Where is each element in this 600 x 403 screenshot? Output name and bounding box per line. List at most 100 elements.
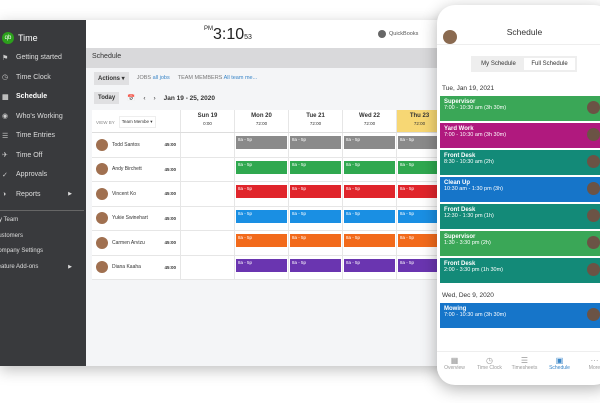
sidebar-item-schedule[interactable]: ▦ Schedule	[0, 87, 86, 107]
day-header[interactable]: Thu 23 72:00	[396, 110, 442, 132]
avatar[interactable]	[443, 30, 457, 44]
nav-more[interactable]: ··· More	[577, 356, 600, 371]
shift-card[interactable]: Front Desk 8:30 - 10:30 am (2h)	[440, 150, 600, 175]
shift-block[interactable]: 8a - 5p	[398, 258, 441, 272]
day-cell[interactable]	[180, 206, 234, 230]
shift-block[interactable]: 8a - 5p	[344, 209, 395, 223]
next-week-button[interactable]: ›	[153, 94, 156, 102]
shift-block[interactable]: 8a - 5p	[290, 160, 341, 174]
sidebar-sub-item[interactable]: Company Settings	[0, 248, 86, 264]
shift-block[interactable]: 8a - 5p	[236, 185, 287, 198]
sidebar-sub-item[interactable]: Feature Add-ons ▶	[0, 264, 86, 280]
actions-button[interactable]: Actions ▾	[94, 71, 129, 85]
shift-block[interactable]: 8a - 5p	[398, 234, 441, 247]
today-button[interactable]: Today	[94, 92, 120, 104]
shift-block[interactable]: 8a - 5p	[398, 209, 441, 223]
team-filter[interactable]: All team me...	[223, 75, 258, 81]
day-cell[interactable]: 8a - 5p	[288, 182, 342, 206]
shift-card[interactable]: Front Desk 12:30 - 1:30 pm (1h)	[440, 204, 600, 229]
day-cell[interactable]: 8a - 5p	[234, 133, 288, 157]
tab-full-schedule[interactable]: Full Schedule	[524, 58, 575, 70]
day-cell[interactable]	[180, 255, 234, 279]
day-cell[interactable]: 8a - 5p	[396, 231, 442, 255]
shift-block[interactable]: 8a - 5p	[290, 136, 341, 149]
member-cell: Yukie Swinehart 45:00	[92, 212, 180, 225]
sidebar-item-time-clock[interactable]: ◷ Time Clock	[0, 68, 86, 88]
shift-block[interactable]: 8a - 5p	[236, 234, 287, 247]
shift-block[interactable]: 8a - 5p	[236, 209, 287, 223]
shift-block[interactable]: 8a - 5p	[236, 160, 287, 174]
day-header[interactable]: Tue 21 72:00	[288, 110, 342, 132]
day-cell[interactable]: 8a - 5p	[342, 133, 396, 157]
day-cell[interactable]: 8a - 5p	[396, 206, 442, 230]
sidebar-sub-item[interactable]: My Team	[0, 217, 86, 233]
shift-block[interactable]: 8a - 5p	[344, 185, 395, 198]
day-cell[interactable]: 8a - 5p	[288, 133, 342, 157]
jobs-filter[interactable]: all jobs	[152, 75, 170, 81]
day-cell[interactable]	[180, 231, 234, 255]
app-brand: qb Time	[0, 20, 86, 48]
shift-block[interactable]: 8a - 5p	[290, 258, 341, 272]
sidebar-item-time-entries[interactable]: ☰ Time Entries	[0, 126, 86, 146]
shift-card[interactable]: Front Desk 2:00 - 3:30 pm (1h 30m)	[440, 258, 600, 283]
calendar-icon[interactable]: 📅	[127, 95, 136, 102]
shift-block[interactable]: 8a - 5p	[290, 209, 341, 223]
day-cell[interactable]	[180, 182, 234, 206]
day-header[interactable]: Sun 19 0:00	[180, 110, 234, 132]
day-cell[interactable]: 8a - 5p	[396, 182, 442, 206]
qb-logo-icon: qb	[2, 32, 14, 44]
day-cell[interactable]: 8a - 5p	[288, 231, 342, 255]
shift-block[interactable]: 8a - 5p	[398, 185, 441, 198]
nav-time-clock[interactable]: ◷ Time Clock	[472, 356, 507, 371]
day-cell[interactable]: 8a - 5p	[288, 255, 342, 279]
avatar	[96, 261, 108, 274]
shift-block[interactable]: 8a - 5p	[344, 234, 395, 247]
sidebar-item-getting-started[interactable]: ⚑ Getting started	[0, 48, 86, 68]
shift-card[interactable]: Mowing 7:00 - 10:30 am (3h 30m)	[440, 303, 600, 328]
shift-block[interactable]: 8a - 5p	[344, 160, 395, 174]
sidebar-item-time-off[interactable]: ✈ Time Off	[0, 146, 86, 166]
quickbooks-link[interactable]: QuickBooks	[378, 30, 418, 38]
day-cell[interactable]: 8a - 5p	[234, 255, 288, 279]
day-cell[interactable]: 8a - 5p	[342, 231, 396, 255]
day-header[interactable]: Wed 22 72:00	[342, 110, 396, 132]
shift-block[interactable]: 8a - 5p	[398, 160, 441, 174]
day-cell[interactable]	[180, 157, 234, 181]
day-cell[interactable]: 8a - 5p	[342, 255, 396, 279]
shift-card[interactable]: Supervisor 7:00 - 10:30 am (3h 30m)	[440, 96, 600, 121]
shift-block[interactable]: 8a - 5p	[236, 136, 287, 149]
shift-block[interactable]: 8a - 5p	[344, 136, 395, 149]
day-cell[interactable]: 8a - 5p	[234, 182, 288, 206]
sidebar-sub-item[interactable]: Customers	[0, 233, 86, 249]
view-by-select[interactable]: Team Membe ▾	[118, 116, 156, 128]
day-cell[interactable]: 8a - 5p	[288, 157, 342, 181]
day-cell[interactable]: 8a - 5p	[288, 206, 342, 230]
sidebar-item-approvals[interactable]: ✓ Approvals	[0, 165, 86, 185]
day-header[interactable]: Mon 20 72:00	[234, 110, 288, 132]
tab-my-schedule[interactable]: My Schedule	[481, 61, 516, 67]
shift-block[interactable]: 8a - 5p	[398, 136, 441, 149]
prev-week-button[interactable]: ‹	[143, 94, 146, 102]
day-cell[interactable]: 8a - 5p	[396, 133, 442, 157]
day-cell[interactable]: 8a - 5p	[342, 182, 396, 206]
shift-card[interactable]: Clean Up 10:30 am - 1:30 pm (3h)	[440, 177, 600, 202]
day-cell[interactable]: 8a - 5p	[234, 206, 288, 230]
shift-block[interactable]: 8a - 5p	[344, 258, 395, 272]
nav-timesheets[interactable]: ☰ Timesheets	[507, 356, 542, 371]
day-cell[interactable]: 8a - 5p	[342, 206, 396, 230]
day-cell[interactable]: 8a - 5p	[342, 157, 396, 181]
day-cell[interactable]: 8a - 5p	[234, 157, 288, 181]
shift-block[interactable]: 8a - 5p	[290, 234, 341, 247]
day-cell[interactable]: 8a - 5p	[234, 231, 288, 255]
sidebar-item-reports[interactable]: ◑ Reports ▶	[0, 185, 86, 205]
shift-card[interactable]: Supervisor 1:30 - 3:30 pm (2h)	[440, 231, 600, 256]
day-cell[interactable]: 8a - 5p	[396, 255, 442, 279]
day-cell[interactable]	[180, 133, 234, 157]
nav-schedule[interactable]: ▣ Schedule	[542, 356, 577, 371]
shift-card[interactable]: Yard Work 7:00 - 10:30 am (3h 30m)	[440, 123, 600, 148]
shift-block[interactable]: 8a - 5p	[236, 258, 287, 272]
sidebar-item-who-s-working[interactable]: ◉ Who's Working	[0, 107, 86, 127]
day-cell[interactable]: 8a - 5p	[396, 157, 442, 181]
nav-overview[interactable]: ▦ Overview	[437, 356, 472, 371]
shift-block[interactable]: 8a - 5p	[290, 185, 341, 198]
